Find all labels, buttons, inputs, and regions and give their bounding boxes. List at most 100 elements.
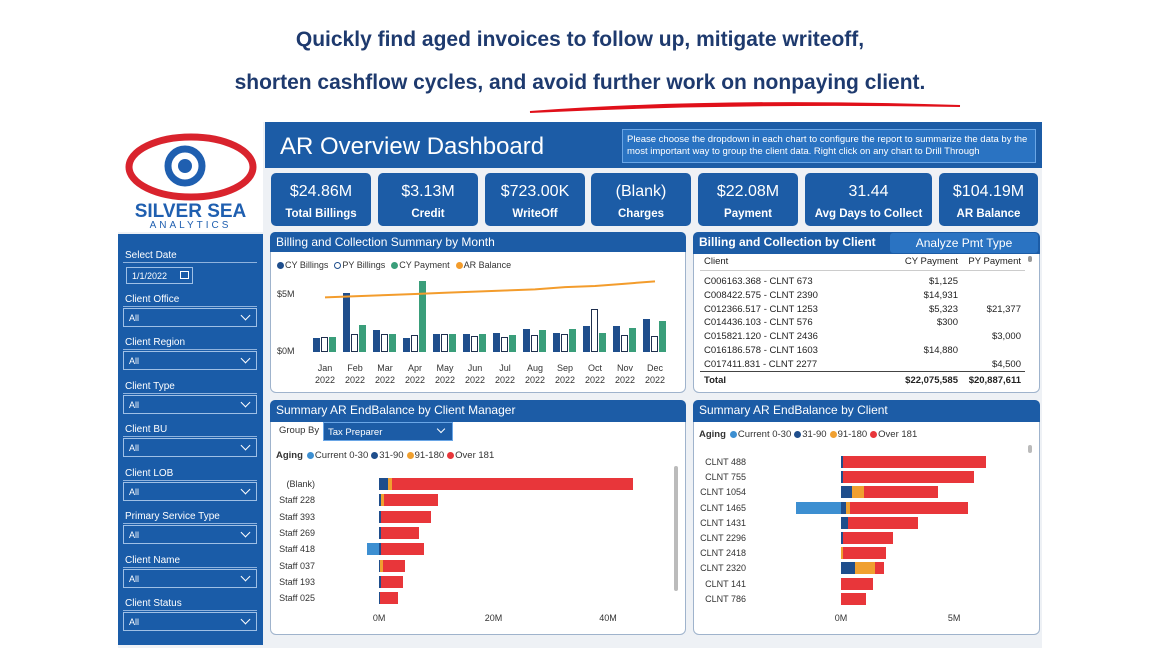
table-cell: $22,075,585 <box>905 375 958 386</box>
bar-segment <box>841 532 844 544</box>
bar-segment <box>843 456 986 468</box>
y-tick-label: CLNT 755 <box>705 472 746 483</box>
legend-label: 91-180 <box>837 429 868 440</box>
kpi-label: Credit <box>411 208 445 220</box>
bar-segment <box>379 592 381 605</box>
bar <box>441 333 448 352</box>
x-tick-label: Apr 2022 <box>404 363 426 385</box>
scrollbar <box>674 466 678 591</box>
table-cell: C012366.517 - CLNT 1253 <box>704 303 818 315</box>
x-tick-label: Aug 2022 <box>524 363 546 385</box>
filter-label: Client Name <box>125 554 181 566</box>
bar <box>561 333 568 352</box>
filter-underline <box>123 305 257 307</box>
legend-label: 31-90 <box>379 450 404 461</box>
table-cell: $5,323 <box>928 303 958 315</box>
dropdown[interactable]: All <box>123 525 257 544</box>
table-cell: $21,377 <box>986 303 1021 315</box>
table-cell: PY Payment <box>968 256 1021 267</box>
table-cell: C016186.578 - CLNT 1603 <box>704 345 818 356</box>
bar-segment <box>874 562 885 575</box>
date-input[interactable]: 1/1/2022 <box>126 267 193 284</box>
headline: Quickly find aged invoices to follow up,… <box>295 28 865 51</box>
panel-header: Summary AR EndBalance by Client Manager <box>270 400 686 422</box>
calendar-icon <box>180 271 189 279</box>
x-tick-label: Oct 2022 <box>584 363 606 385</box>
legend-marker <box>406 452 414 459</box>
bar-segment <box>379 559 381 572</box>
legend-label: PY Billings <box>342 260 386 270</box>
button[interactable]: Analyze Pmt Type <box>890 233 1038 253</box>
bar <box>373 330 380 352</box>
legend-marker <box>371 452 379 459</box>
dropdown[interactable]: All <box>123 612 257 631</box>
table-cell: C017411.831 - CLNT 2277 <box>704 358 818 370</box>
legend-label: Current 0-30 <box>314 450 369 461</box>
bar-segment <box>841 547 844 560</box>
legend-marker <box>870 431 878 438</box>
dropdown[interactable]: All <box>123 481 257 501</box>
y-tick-label: CLNT 1431 <box>700 517 746 528</box>
legend-title: Aging <box>699 429 726 440</box>
y-tick-label: $5M <box>277 289 295 300</box>
dropdown[interactable]: All <box>123 438 257 457</box>
bar-segment <box>843 532 894 544</box>
table-cell: Client <box>704 256 729 267</box>
dropdown[interactable]: All <box>123 307 257 327</box>
bar-segment <box>388 478 393 490</box>
bar-segment <box>380 592 399 605</box>
row-line <box>700 371 1025 372</box>
dropdown[interactable]: Tax Preparer <box>323 422 453 441</box>
y-tick-label: CLNT 2418 <box>700 548 746 559</box>
kpi-value: $24.86M <box>289 183 353 200</box>
filter-label: Primary Service Type <box>125 511 220 522</box>
dashboard-title: AR Overview Dashboard <box>280 133 545 160</box>
filter-label: Select Date <box>125 250 177 261</box>
bar-segment <box>843 471 975 484</box>
panel-header: Summary AR EndBalance by Client <box>693 400 1040 422</box>
legend-marker <box>391 262 399 269</box>
bar-segment <box>380 575 403 588</box>
y-tick-label: Staff 418 <box>279 544 315 555</box>
legend-label: Over 181 <box>455 450 495 461</box>
bar <box>419 281 426 352</box>
dropdown[interactable]: All <box>123 351 257 370</box>
kpi-label: Avg Days to Collect <box>814 208 923 220</box>
kpi-card <box>805 173 932 226</box>
bar-segment <box>841 456 844 468</box>
x-tick-label: 0M <box>834 613 848 623</box>
table-cell: $20,887,611 <box>968 375 1021 386</box>
bar-segment <box>367 543 380 556</box>
bar <box>531 334 538 352</box>
bar <box>313 338 320 352</box>
filter-label: Client LOB <box>125 467 174 479</box>
row-line <box>700 270 1025 271</box>
y-tick-label: CLNT 786 <box>705 593 746 604</box>
bar-segment <box>380 526 419 539</box>
filter-label: Client BU <box>125 424 168 435</box>
bar <box>411 334 418 352</box>
x-tick-label: 5M <box>947 613 961 623</box>
kpi-label: WriteOff <box>512 208 558 220</box>
legend-marker <box>447 452 455 459</box>
bar-segment <box>381 543 425 556</box>
bar <box>381 333 388 352</box>
table-cell: $14,931 <box>923 289 958 301</box>
bar-segment <box>379 543 382 556</box>
bar <box>449 333 456 352</box>
bar-segment <box>384 494 439 507</box>
table-panel <box>693 232 1040 393</box>
bar-segment <box>854 562 875 575</box>
dropdown[interactable]: All <box>123 568 257 588</box>
bar-segment <box>382 559 406 572</box>
bar <box>553 332 560 352</box>
bar <box>569 329 576 352</box>
dropdown[interactable]: All <box>123 394 257 414</box>
bar-segment <box>847 516 918 529</box>
legend-marker <box>455 262 463 269</box>
legend-label: 31-90 <box>802 429 827 440</box>
bar <box>433 333 440 352</box>
legend-marker <box>306 452 314 459</box>
filter-underline <box>123 436 257 437</box>
bar-segment <box>392 478 633 490</box>
